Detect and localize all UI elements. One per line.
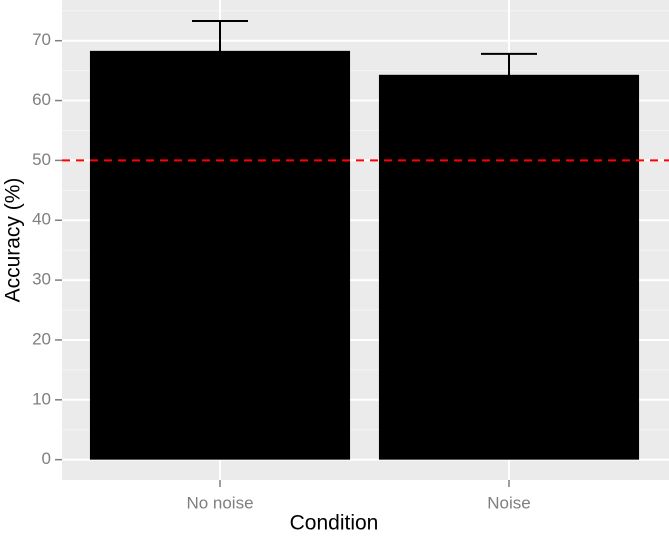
y-tick-label: 50 (32, 150, 51, 169)
y-tick-label: 10 (32, 389, 51, 408)
bar (89, 50, 351, 460)
x-axis-label: Condition (290, 512, 379, 535)
y-tick-label: 30 (32, 270, 51, 289)
y-tick-label: 20 (32, 329, 51, 348)
y-tick-label: 40 (32, 210, 51, 229)
y-axis-label: Accuracy (%) (2, 178, 25, 303)
x-tick-label: No noise (186, 493, 253, 512)
y-tick-label: 70 (32, 30, 51, 49)
y-tick-label: 0 (42, 449, 51, 468)
y-tick-label: 60 (32, 90, 51, 109)
x-tick-label: Noise (487, 493, 530, 512)
bar (378, 74, 640, 460)
